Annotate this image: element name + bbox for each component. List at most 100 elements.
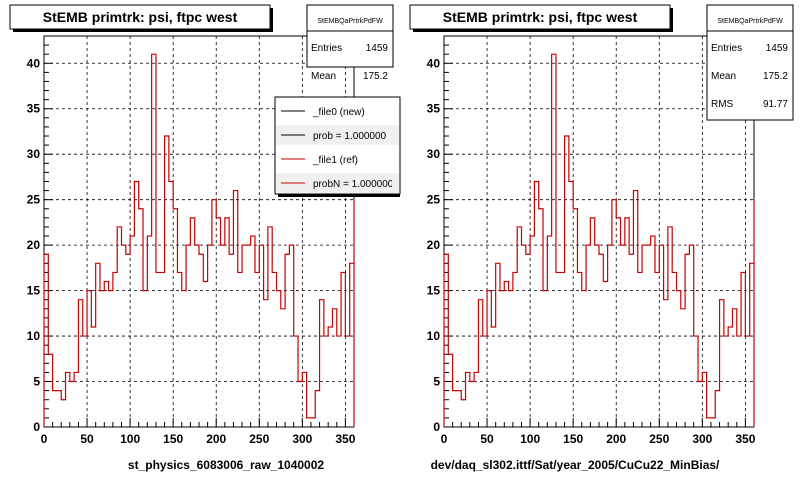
histogram-bin bbox=[543, 291, 547, 427]
x-tick-label: 250 bbox=[249, 432, 269, 446]
histogram-bin bbox=[298, 382, 302, 427]
histogram-bin bbox=[96, 263, 100, 427]
histogram-bin bbox=[315, 391, 319, 427]
plot-title: StEMB primtrk: psi, ftpc west bbox=[443, 9, 638, 25]
histogram-bin bbox=[608, 245, 612, 427]
title-box bbox=[9, 4, 271, 30]
histogram-bin bbox=[478, 300, 482, 427]
histogram-bin bbox=[130, 236, 134, 427]
histogram-bin bbox=[556, 272, 560, 427]
histogram-bin bbox=[87, 291, 91, 427]
stats-value: 1459 bbox=[366, 43, 389, 54]
histogram-bin bbox=[603, 282, 607, 427]
histogram-bin bbox=[732, 309, 736, 427]
stats-value: 91.77 bbox=[763, 99, 788, 110]
histogram-bin bbox=[629, 254, 633, 427]
histogram-bin bbox=[750, 263, 754, 427]
stats-label: Mean bbox=[711, 71, 736, 82]
legend-label: _file0 (new) bbox=[312, 107, 365, 118]
histogram-bin bbox=[737, 336, 741, 427]
histogram-bin bbox=[147, 236, 151, 427]
histogram-bin bbox=[100, 291, 104, 427]
histogram-bin bbox=[573, 209, 577, 427]
y-tick-label: 10 bbox=[27, 329, 41, 343]
histogram-bin bbox=[345, 336, 349, 427]
x-tick-label: 200 bbox=[206, 432, 226, 446]
legend-label: probN = 1.000000 bbox=[313, 179, 394, 190]
histogram-bin bbox=[689, 245, 693, 427]
histogram-bin bbox=[582, 291, 586, 427]
plot-title: StEMB primtrk: psi, ftpc west bbox=[43, 9, 238, 25]
histogram-bin bbox=[461, 400, 465, 427]
histogram-bin bbox=[547, 236, 551, 427]
histogram-bin bbox=[238, 272, 242, 427]
histogram-bin bbox=[61, 400, 65, 427]
title-box bbox=[409, 4, 671, 30]
y-tick-label: 35 bbox=[427, 102, 441, 116]
histogram-bin bbox=[517, 227, 521, 427]
histogram-bin bbox=[625, 218, 629, 427]
histogram-bin bbox=[173, 209, 177, 427]
histogram-bin bbox=[504, 282, 508, 427]
histogram-bin bbox=[539, 209, 543, 427]
histogram-bin bbox=[195, 245, 199, 427]
histogram-bin bbox=[586, 245, 590, 427]
histogram-bin bbox=[126, 254, 130, 427]
x-tick-label: 300 bbox=[292, 432, 312, 446]
histogram-bin bbox=[169, 181, 173, 427]
histogram-bin bbox=[513, 272, 517, 427]
histogram-bin bbox=[229, 254, 233, 427]
histogram-bin bbox=[259, 245, 263, 427]
legend: _file0 (new) prob = 1.000000 _file1 (ref) p… bbox=[274, 96, 401, 197]
histogram-bin bbox=[156, 272, 160, 427]
histogram-bin bbox=[612, 200, 616, 427]
histogram-bin bbox=[104, 282, 108, 427]
histogram-bin bbox=[328, 327, 332, 427]
histogram-bin bbox=[251, 236, 255, 427]
x-tick-label: 150 bbox=[563, 432, 583, 446]
histogram-bin bbox=[642, 245, 646, 427]
stats-box bbox=[706, 4, 794, 121]
histogram-bin bbox=[332, 309, 336, 427]
histogram-bin bbox=[457, 391, 461, 427]
histogram-bin bbox=[470, 382, 474, 427]
histogram-bin bbox=[208, 245, 212, 427]
histogram-bin bbox=[337, 336, 341, 427]
legend-row-bg bbox=[276, 125, 399, 145]
histogram-bin bbox=[139, 209, 143, 427]
histogram-bin bbox=[225, 218, 229, 427]
histogram-bin bbox=[599, 254, 603, 427]
histogram-bin bbox=[246, 245, 250, 427]
histogram-bin bbox=[651, 236, 655, 427]
y-tick-label: 5 bbox=[33, 375, 40, 389]
histogram-bin bbox=[78, 300, 82, 427]
x-tick-label: 350 bbox=[735, 432, 755, 446]
histogram-bin bbox=[48, 354, 52, 427]
y-tick-label: 15 bbox=[427, 284, 441, 298]
y-tick-label: 5 bbox=[433, 375, 440, 389]
y-tick-label: 0 bbox=[433, 420, 440, 434]
histogram-bin bbox=[664, 300, 668, 427]
x-tick-label: 200 bbox=[606, 432, 626, 446]
histogram-bin bbox=[109, 291, 113, 427]
histogram-bin bbox=[233, 191, 237, 427]
legend-pad bbox=[276, 98, 281, 193]
histogram-bin bbox=[203, 282, 207, 427]
histogram-bin bbox=[595, 245, 599, 427]
histogram-bin bbox=[496, 263, 500, 427]
histogram-bin bbox=[268, 227, 272, 427]
histogram-bin bbox=[272, 272, 276, 427]
histogram-bin bbox=[113, 272, 117, 427]
histogram-bin bbox=[350, 263, 354, 427]
histogram-bin bbox=[134, 181, 138, 427]
y-tick-label: 25 bbox=[27, 193, 41, 207]
histogram-bin bbox=[474, 372, 478, 427]
histogram-bin bbox=[698, 382, 702, 427]
histogram-bin bbox=[530, 236, 534, 427]
histogram-series-line bbox=[43, 53, 355, 427]
stats-label: RMS bbox=[711, 99, 734, 110]
histogram-bin bbox=[186, 245, 190, 427]
histogram-bin bbox=[255, 272, 259, 427]
histogram-bin bbox=[715, 391, 719, 427]
